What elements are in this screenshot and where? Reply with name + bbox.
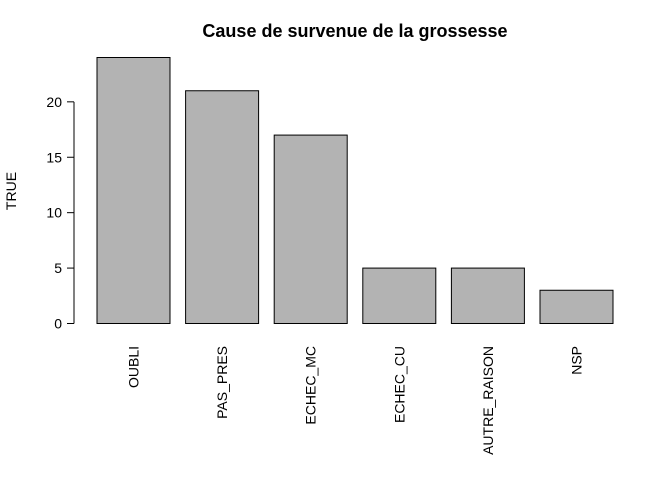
bars-group [96,57,614,325]
bar-echec-cu [362,267,437,325]
x-category-label: ECHEC_MC [303,346,319,425]
x-category-label: NSP [569,346,585,375]
y-tick-label: 10 [46,205,62,221]
x-category-label: AUTRE_RAISON [480,346,496,455]
bar-nsp [539,289,614,324]
x-category-label: PAS_PRES [214,346,230,419]
y-tick-label: 5 [54,260,62,276]
y-axis: 0 5 10 15 20 [46,94,75,332]
y-tick-label: 15 [46,149,62,165]
chart-title: Cause de survenue de la grossesse [202,21,507,41]
y-tick-label: 0 [54,316,62,332]
x-category-label: OUBLI [126,346,142,388]
bar-oubli [96,57,171,324]
bar-pas-pres [185,90,260,324]
bar-echec-mc [273,134,348,324]
category-labels: OUBLI PAS_PRES ECHEC_MC ECHEC_CU AUTRE_RAISO… [126,346,585,455]
bar-autre-raison [450,267,525,325]
y-axis-title: TRUE [3,172,19,210]
y-tick-label: 20 [46,94,62,110]
x-category-label: ECHEC_CU [391,346,407,423]
